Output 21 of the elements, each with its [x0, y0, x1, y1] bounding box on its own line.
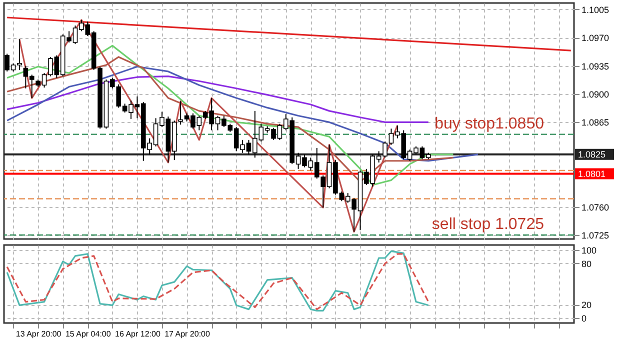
y-tick-label: 100	[582, 245, 597, 256]
y-tick-label: 1.0935	[582, 61, 610, 72]
y-tick-label: 20	[582, 300, 592, 310]
y-tick-label: 1.0865	[582, 118, 610, 128]
y-tick-label: 1.0970	[582, 33, 610, 44]
y-tick-label: 1.0900	[582, 90, 610, 100]
line-series	[6, 75, 430, 124]
y-tick-label: 1.0760	[582, 202, 610, 212]
y-tick-label: 0	[582, 314, 587, 324]
y-tick-label: 80	[582, 258, 592, 269]
x-tick-label: 15 Apr 04:00	[65, 330, 112, 338]
y-tick-label: 1.1005	[582, 4, 610, 15]
x-tick-label: 13 Apr 20:00	[16, 330, 62, 338]
ref-line-label: 1.0825	[578, 149, 606, 160]
y-tick-label: 1.0725	[582, 230, 610, 240]
x-tick-label: 16 Apr 12:00	[115, 330, 161, 338]
x-tick-label: 17 Apr 20:00	[164, 330, 211, 338]
candlestick	[178, 100, 183, 126]
ref-line-label: 1.0801	[578, 168, 606, 179]
ref-line-label: buy stop1.0850	[434, 115, 544, 132]
ref-line-label: sell stop 1.0725	[432, 216, 544, 233]
